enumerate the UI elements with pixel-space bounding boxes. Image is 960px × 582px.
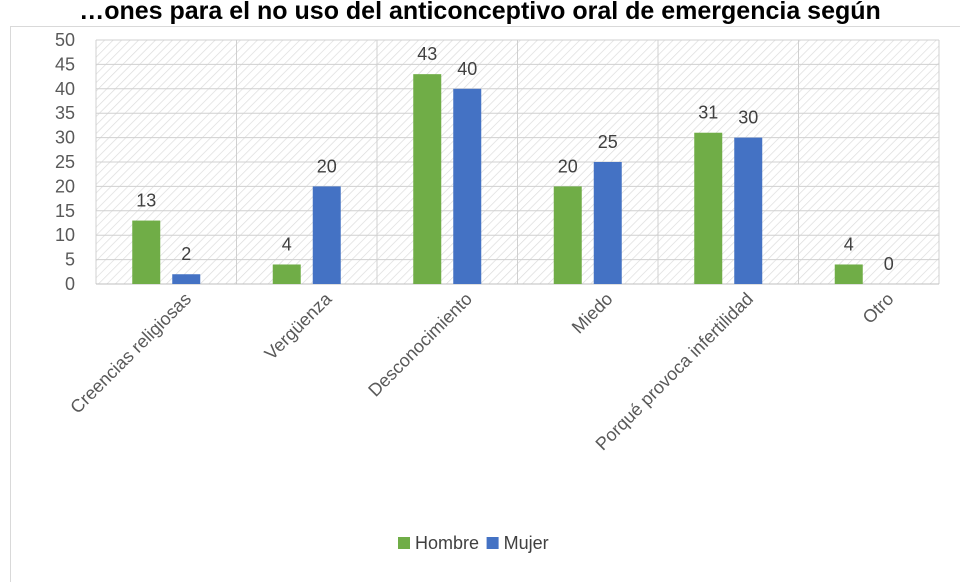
bar-hombre <box>272 264 301 284</box>
x-tick-label: Vergüenza <box>261 288 337 364</box>
bar-hombre <box>694 132 723 284</box>
legend-swatch-hombre <box>398 537 410 549</box>
y-tick-label: 0 <box>65 274 75 294</box>
data-label: 30 <box>738 108 758 128</box>
data-label: 2 <box>181 244 191 264</box>
bar-hombre <box>834 264 863 284</box>
bar-mujer <box>312 186 341 284</box>
bar-mujer <box>172 274 201 284</box>
x-tick-label: Desconocimiento <box>364 289 476 401</box>
y-tick-label: 20 <box>55 176 75 196</box>
data-label: 20 <box>558 156 578 176</box>
bar-mujer <box>734 137 763 284</box>
data-label: 4 <box>282 234 292 254</box>
bar-mujer <box>453 88 482 284</box>
y-tick-label: 30 <box>55 128 75 148</box>
data-label: 4 <box>844 234 854 254</box>
data-label: 25 <box>598 132 618 152</box>
y-tick-label: 50 <box>55 30 75 50</box>
data-label: 43 <box>417 44 437 64</box>
data-label: 20 <box>317 156 337 176</box>
bar-hombre <box>132 220 161 284</box>
data-label: 0 <box>884 254 894 274</box>
y-tick-label: 5 <box>65 250 75 270</box>
bar-hombre <box>413 74 442 284</box>
data-label: 40 <box>457 59 477 79</box>
legend-swatch-mujer <box>486 537 499 549</box>
x-tick-label: Porqué provoca infertilidad <box>592 289 758 455</box>
x-tick-label: Creencias religiosas <box>66 289 195 418</box>
legend-label: Mujer <box>504 533 549 553</box>
y-tick-label: 25 <box>55 152 75 172</box>
x-tick-label: Miedo <box>568 289 617 338</box>
y-tick-label: 15 <box>55 201 75 221</box>
y-tick-label: 35 <box>55 103 75 123</box>
bar-hombre <box>553 186 582 284</box>
chart-frame <box>10 26 960 582</box>
legend-label: Hombre <box>415 533 479 553</box>
data-label: 13 <box>136 191 156 211</box>
x-tick-label: Otro <box>859 289 898 328</box>
bar-mujer <box>593 162 622 284</box>
y-tick-label: 10 <box>55 225 75 245</box>
data-label: 31 <box>698 103 718 123</box>
y-tick-label: 45 <box>55 54 75 74</box>
chart-title: …ones para el no uso del anticonceptivo … <box>79 0 881 25</box>
y-tick-label: 40 <box>55 79 75 99</box>
